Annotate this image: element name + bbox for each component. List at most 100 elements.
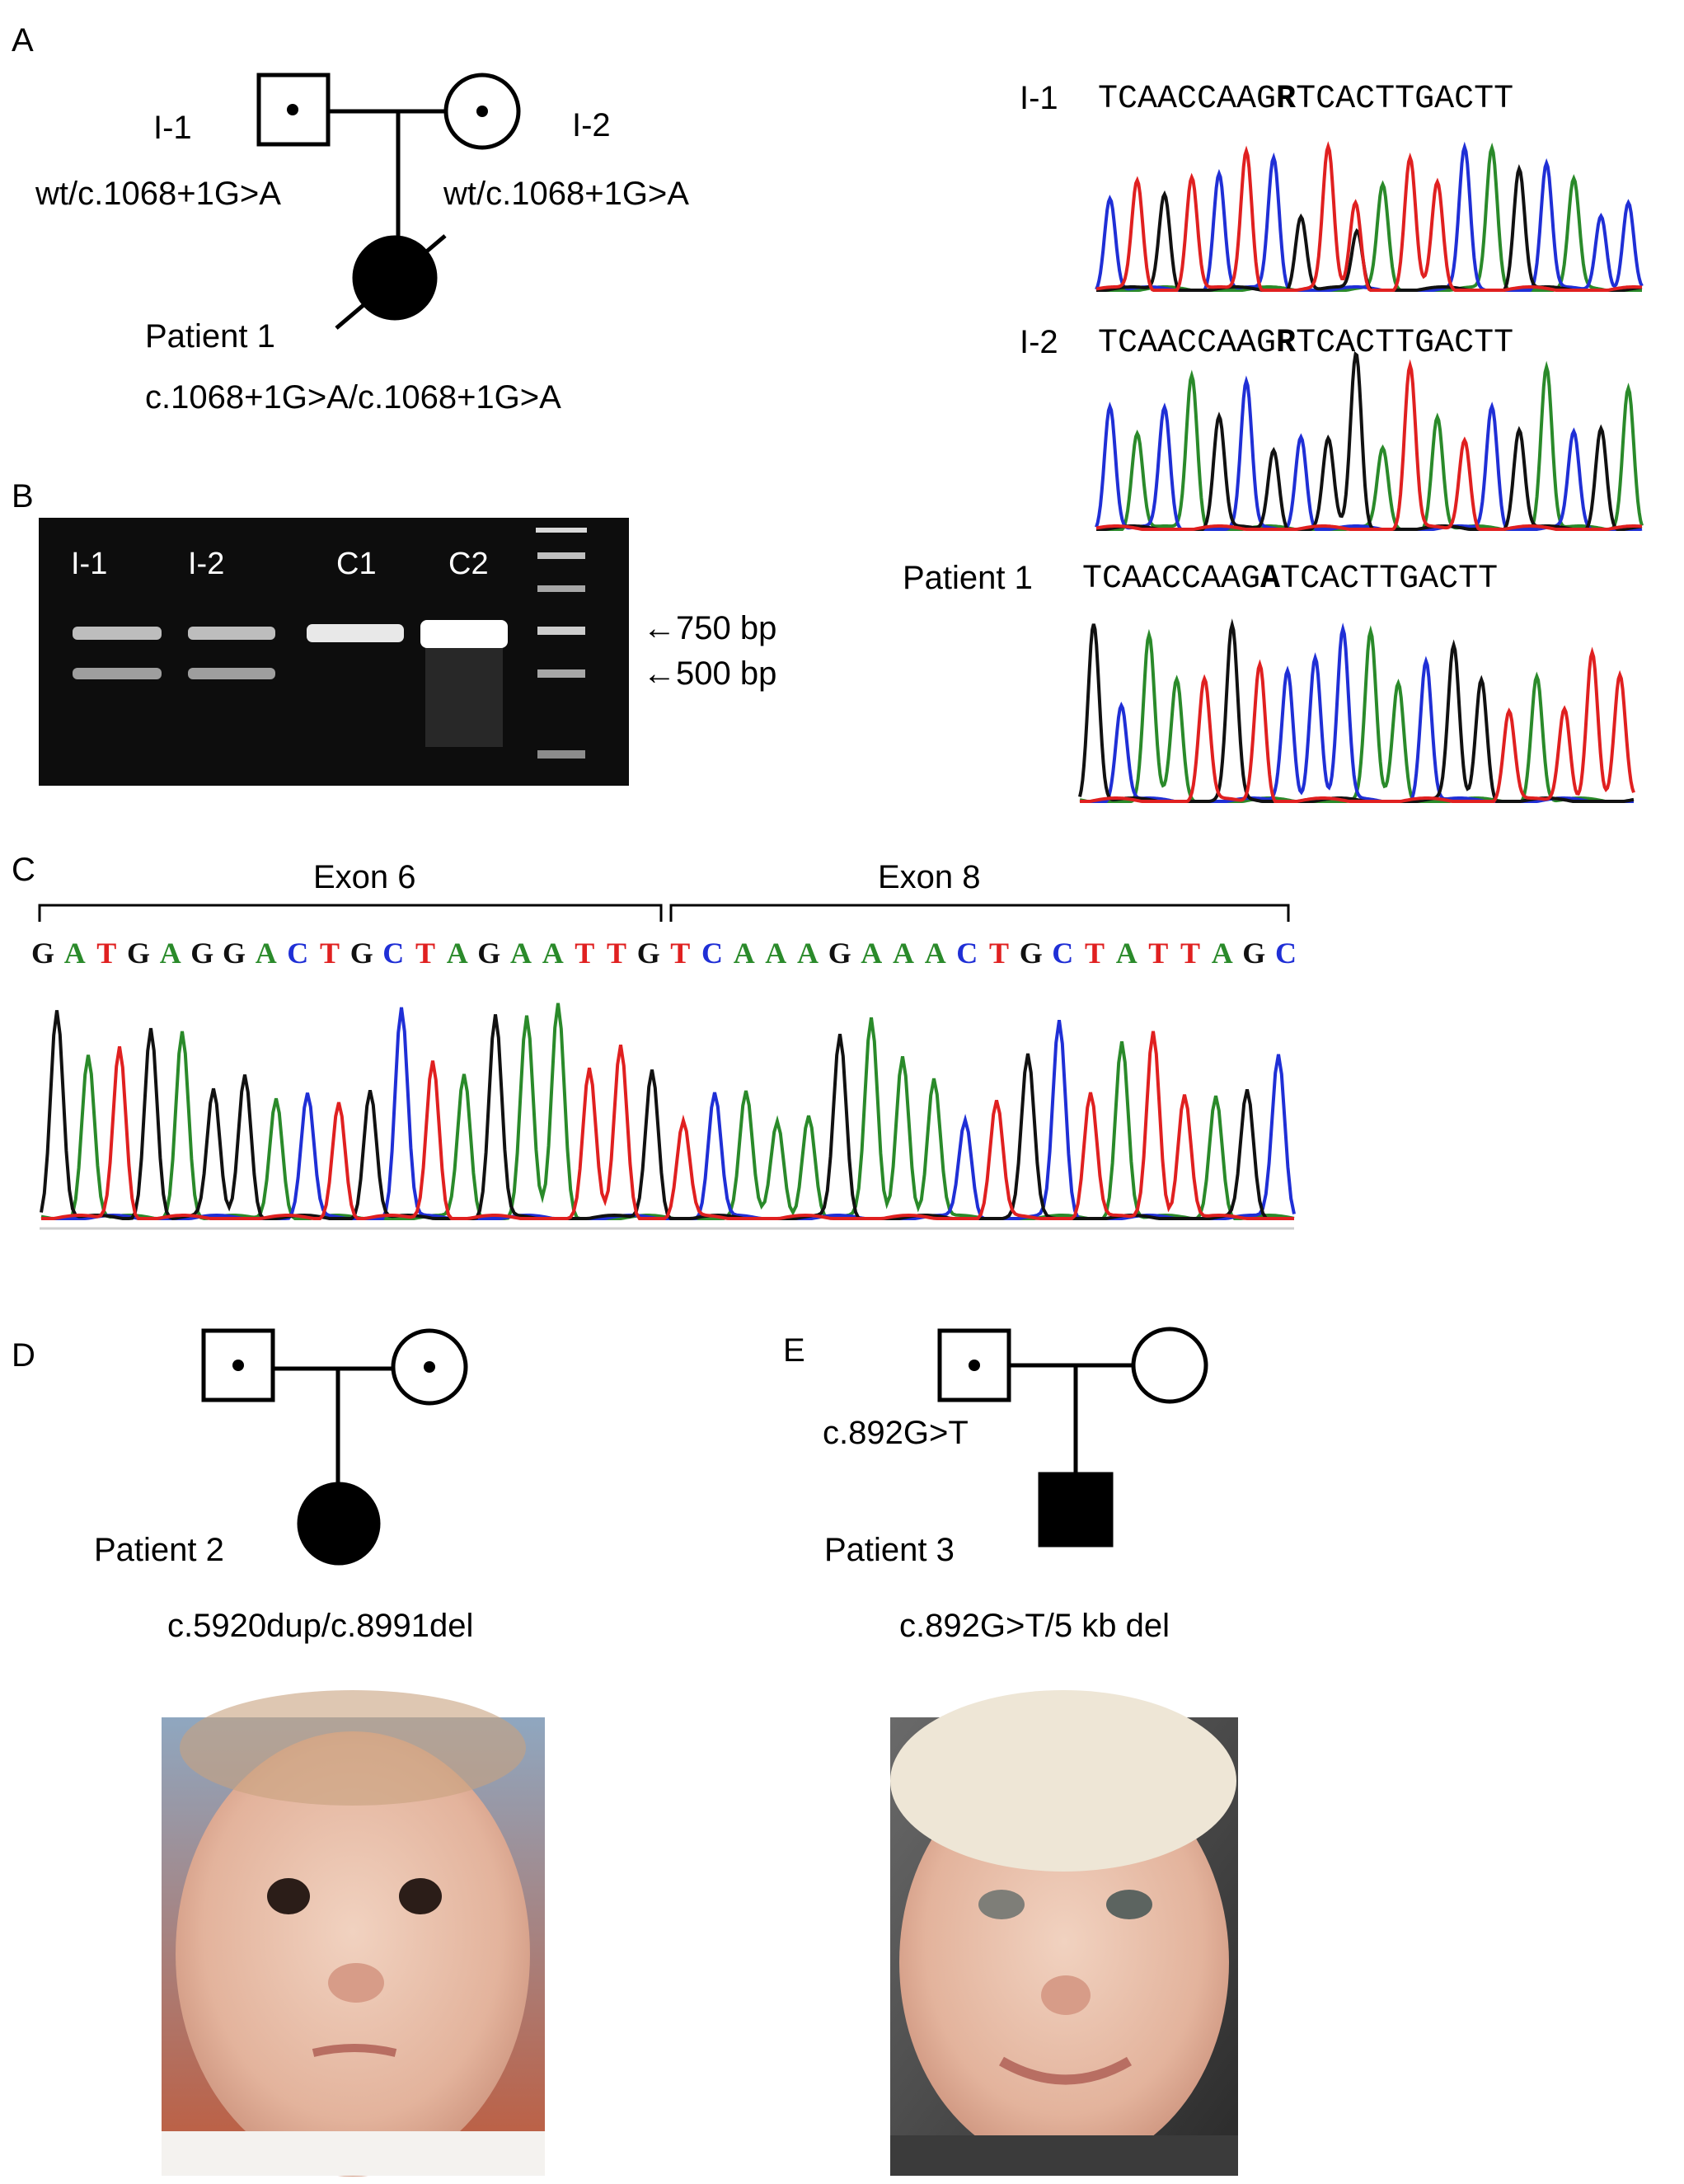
trace-line-G <box>1096 350 1643 531</box>
panel-a: A I-1 wt/c.1068+1G>A I-2 wt/c.1068+1G>A … <box>12 22 1644 803</box>
sequence-base: A <box>1212 937 1233 970</box>
pedigree-e <box>937 1327 1208 1548</box>
sequence-base: G <box>31 937 54 970</box>
sequence-base: C <box>956 937 978 970</box>
mouth <box>312 2044 397 2057</box>
ladder-band <box>537 750 585 759</box>
sequence-base: G <box>1242 937 1265 970</box>
trace-line-G <box>1078 618 1635 803</box>
eye-icon <box>399 1878 442 1914</box>
affected-female-icon <box>297 1482 381 1566</box>
father-genotype: c.892G>T <box>823 1415 969 1451</box>
proband-genotype: c.892G>T/5 kb del <box>899 1608 1170 1644</box>
ladder-band <box>537 627 585 635</box>
sequence-base: T <box>415 937 435 970</box>
sequence-base: G <box>477 937 500 970</box>
sequence-base: T <box>607 937 626 970</box>
lane-label: C2 <box>448 547 489 581</box>
trace-label: I-2 <box>1020 324 1058 360</box>
carrier-dot-icon <box>424 1361 435 1373</box>
smear <box>425 648 503 747</box>
sequence-base: A <box>861 937 882 970</box>
eye-icon <box>978 1890 1025 1919</box>
trace-line-C <box>41 1007 1296 1220</box>
carrier-dot-icon <box>232 1360 244 1371</box>
sequence-base: G <box>637 937 660 970</box>
sequence-base: C <box>701 937 723 970</box>
ladder-band <box>537 585 585 592</box>
mother-genotype: wt/c.1068+1G>A <box>443 176 689 212</box>
ladder-band <box>537 552 585 559</box>
sequence-base: T <box>575 937 594 970</box>
panel-a-label: A <box>12 22 34 59</box>
band-750 <box>73 627 162 640</box>
chromatogram-c <box>40 1003 1296 1221</box>
proband-name: Patient 3 <box>824 1532 955 1568</box>
exon-right-bracket <box>669 904 1290 922</box>
trace-line-A <box>1096 360 1644 531</box>
panel-c-label: C <box>12 852 35 888</box>
trace-line-T <box>1080 646 1635 803</box>
deceased-slash <box>335 234 447 330</box>
face <box>176 1731 530 2177</box>
sequence-base: A <box>256 937 277 970</box>
trace-label: I-1 <box>1020 80 1058 116</box>
sequence-base: T <box>96 937 116 970</box>
trace-patient1: Patient 1 TCAACCAAGATCACTTGACTT <box>903 560 1635 803</box>
trace-line-A <box>1079 625 1634 803</box>
trace-i1: I-1 TCAACCAAGRTCACTTGACTT <box>1020 80 1644 292</box>
trace-i2: I-2 TCAACCAAGRTCACTTGACTT <box>1020 324 1644 531</box>
chromatogram <box>1095 141 1644 292</box>
hair <box>890 1690 1236 1872</box>
pedigree-d <box>201 1328 468 1566</box>
proband-name: Patient 2 <box>94 1532 224 1568</box>
sequence-base: C <box>1275 937 1297 970</box>
sequence-base: G <box>223 937 246 970</box>
sequence-base: G <box>350 937 373 970</box>
sequence-base: A <box>542 937 564 970</box>
panel-d-label: D <box>12 1337 35 1374</box>
band-750 <box>420 620 508 648</box>
band-500 <box>73 668 162 679</box>
sequence-base: T <box>1148 937 1168 970</box>
proband-name: Patient 1 <box>145 318 275 355</box>
sequence-base: T <box>320 937 340 970</box>
shirt <box>890 2135 1238 2176</box>
father-id: I-1 <box>153 110 192 146</box>
gel-bands <box>73 528 587 759</box>
carrier-dot-icon <box>287 104 298 115</box>
patient-2-photo <box>162 1690 545 2177</box>
sequence-base: A <box>1116 937 1138 970</box>
proband-genotype: c.1068+1G>A/c.1068+1G>A <box>145 379 561 416</box>
sequence-base: A <box>447 937 468 970</box>
sequence-base: A <box>925 937 946 970</box>
carrier-dot-icon <box>476 106 488 117</box>
pedigree-a <box>256 73 521 330</box>
mouth <box>999 2056 1133 2085</box>
trace-line-T <box>1095 359 1643 531</box>
trace-line-A <box>40 1003 1295 1221</box>
trace-line-C <box>1095 375 1643 531</box>
sequence-base: T <box>1180 937 1200 970</box>
sequence-base: G <box>127 937 150 970</box>
father-genotype: wt/c.1068+1G>A <box>35 176 281 212</box>
marker-500-label: ←500 bp <box>643 655 776 692</box>
marker-750-label: ←750 bp <box>643 610 776 646</box>
ladder-band <box>537 669 585 678</box>
ladder-band <box>536 528 587 533</box>
panel-b-label: B <box>12 478 34 514</box>
sequence-base: A <box>797 937 819 970</box>
hair <box>180 1690 526 1806</box>
trace-sequence: TCAACCAAGRTCACTTGACTT <box>1098 325 1513 362</box>
carrier-dot-icon <box>969 1360 980 1371</box>
chromatogram <box>1078 618 1635 803</box>
sequence-base: C <box>1052 937 1073 970</box>
affected-male-icon <box>1038 1472 1114 1548</box>
trace-line-C <box>1080 622 1634 803</box>
band-500 <box>188 668 275 679</box>
trace-sequence: TCAACCAAGRTCACTTGACTT <box>1098 81 1513 118</box>
exon-right-label: Exon 8 <box>878 859 981 895</box>
